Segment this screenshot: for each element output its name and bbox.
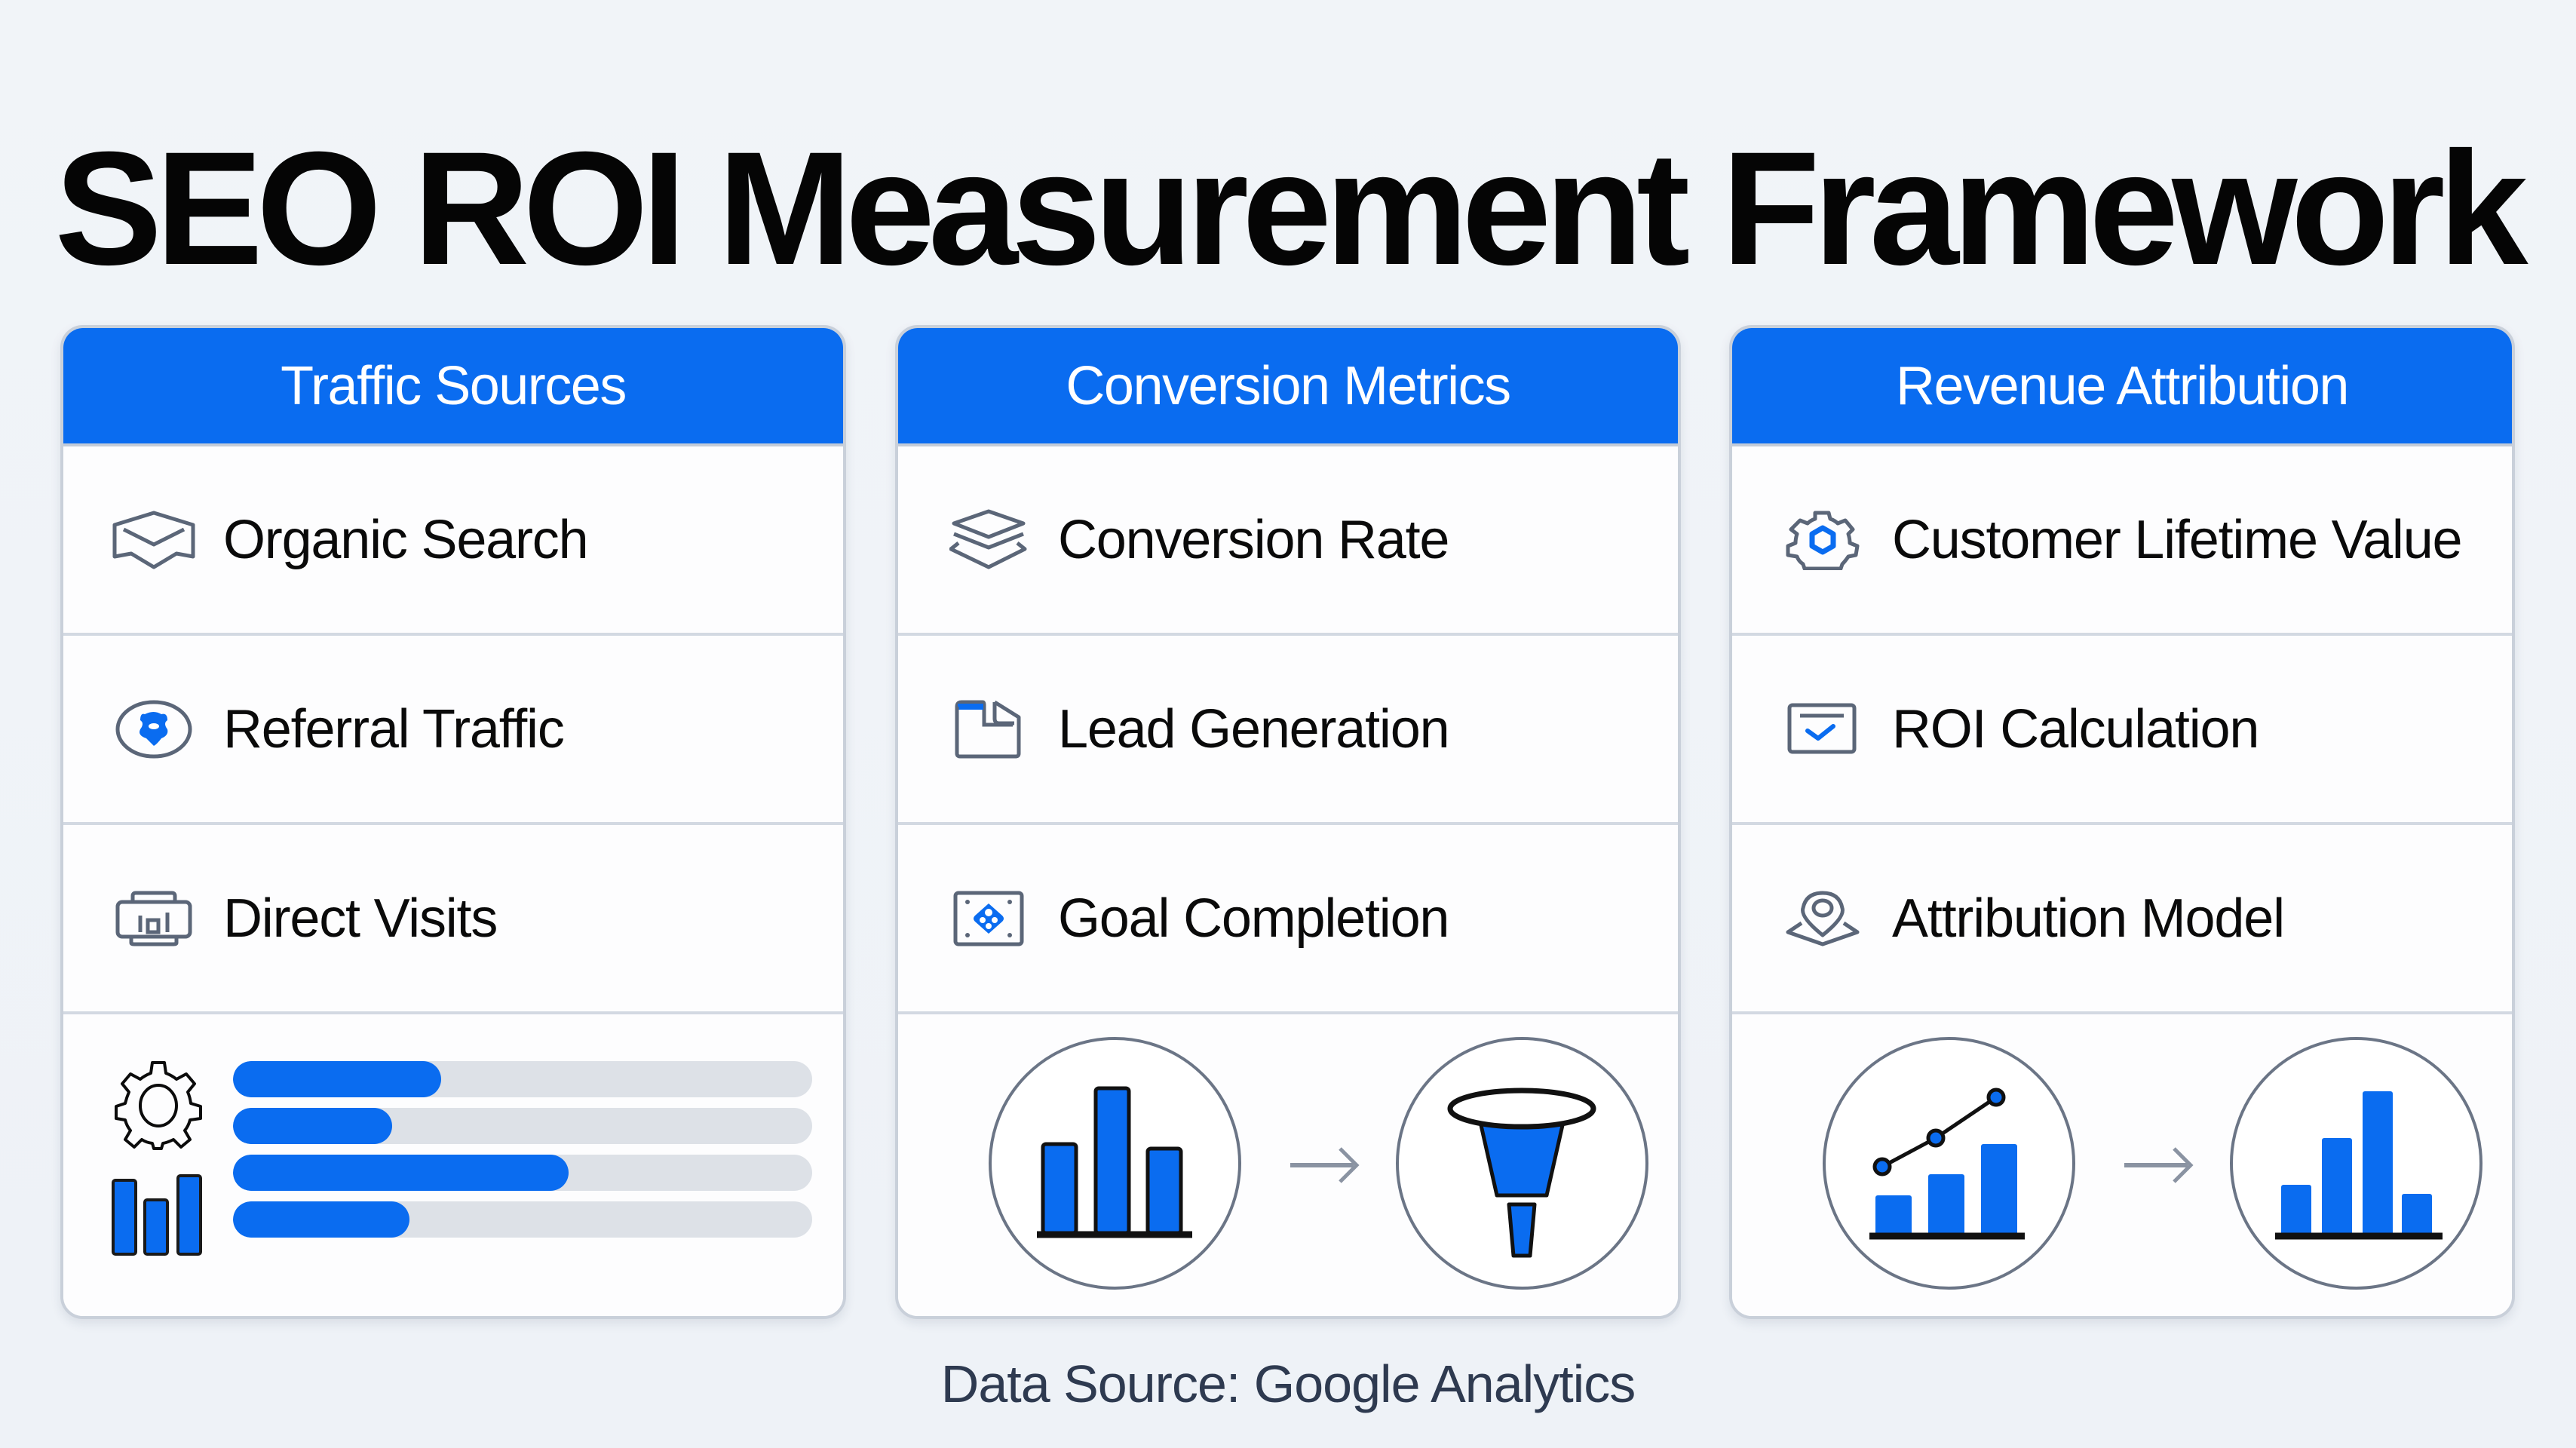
list-item-attribution-model: Attribution Model xyxy=(1732,825,2512,1014)
location-pin-icon xyxy=(1780,876,1865,961)
list-item-organic-search: Organic Search xyxy=(63,446,843,636)
card-revenue-attribution: Revenue Attribution Customer Lifetime Va… xyxy=(1729,325,2515,1319)
item-label: Attribution Model xyxy=(1892,888,2285,949)
card-header: Traffic Sources xyxy=(63,328,843,446)
arrow-right-icon xyxy=(2117,1143,2200,1188)
list-item-roi-calculation: ROI Calculation xyxy=(1732,636,2512,825)
arrow-right-icon xyxy=(1283,1143,1366,1188)
item-label: Direct Visits xyxy=(223,888,498,949)
building-chart-icon xyxy=(112,876,196,961)
progress-bar-4 xyxy=(233,1201,812,1238)
list-item-customer-lifetime-value: Customer Lifetime Value xyxy=(1732,446,2512,636)
list-item-referral-traffic: Referral Traffic xyxy=(63,636,843,825)
data-source-caption: Data Source: Google Analytics xyxy=(940,1354,1636,1413)
traffic-progress-visual xyxy=(63,1014,843,1316)
list-item-lead-generation: Lead Generation xyxy=(898,636,1678,825)
list-item-direct-visits: Direct Visits xyxy=(63,825,843,1014)
gear-icon xyxy=(112,1058,205,1152)
progress-bar-1 xyxy=(233,1061,812,1097)
bar-chart-icon xyxy=(989,1037,1241,1290)
card-traffic-sources: Traffic Sources Organic Search Referral … xyxy=(60,325,846,1319)
envelope-box-icon xyxy=(112,498,196,582)
bar-chart-icon xyxy=(2230,1037,2482,1290)
progress-bar-2 xyxy=(233,1108,812,1144)
funnel-icon xyxy=(1396,1037,1648,1290)
item-label: Referral Traffic xyxy=(223,698,565,759)
item-label: Conversion Rate xyxy=(1058,509,1449,570)
badge-circle-icon xyxy=(112,687,196,772)
item-label: Lead Generation xyxy=(1058,698,1450,759)
gear-hexagon-icon xyxy=(1780,498,1865,582)
item-label: Goal Completion xyxy=(1058,888,1449,949)
layers-icon xyxy=(946,498,1031,582)
document-icon xyxy=(946,687,1031,772)
card-conversion-metrics: Conversion Metrics Conversion Rate Lead … xyxy=(895,325,1681,1319)
item-label: ROI Calculation xyxy=(1892,698,2259,759)
conversion-flow-visual xyxy=(898,1014,1678,1316)
revenue-flow-visual xyxy=(1732,1014,2512,1316)
progress-bar-3 xyxy=(233,1155,812,1191)
card-header: Revenue Attribution xyxy=(1732,328,2512,446)
item-label: Organic Search xyxy=(223,509,589,570)
card-header: Conversion Metrics xyxy=(898,328,1678,446)
trend-chart-icon xyxy=(1823,1037,2075,1290)
list-item-conversion-rate: Conversion Rate xyxy=(898,446,1678,636)
bar-chart-icon xyxy=(110,1174,205,1257)
list-item-goal-completion: Goal Completion xyxy=(898,825,1678,1014)
page-title: SEO ROI Measurement Framework xyxy=(54,118,2528,299)
goal-target-icon xyxy=(946,876,1031,961)
item-label: Customer Lifetime Value xyxy=(1892,509,2463,570)
checkbox-calendar-icon xyxy=(1780,687,1865,772)
